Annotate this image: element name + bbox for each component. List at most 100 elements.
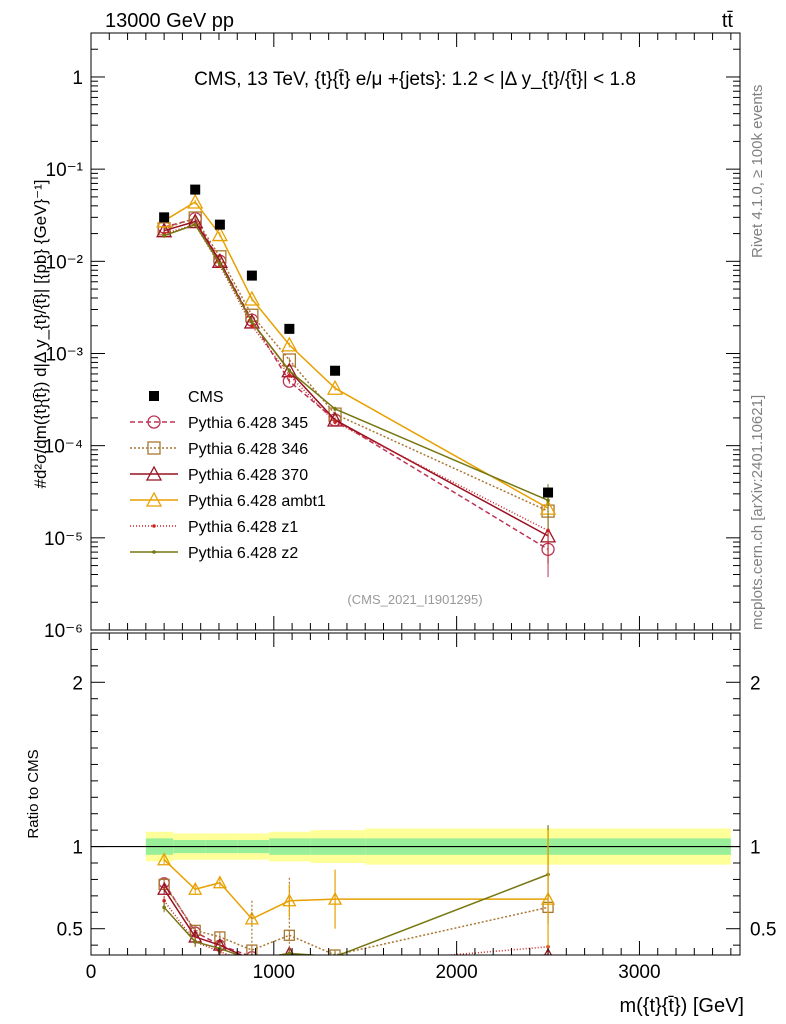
- ratio-bands: [91, 828, 740, 865]
- ratio-tick-label-right: 0.5: [750, 920, 776, 941]
- main-frame: [90, 32, 741, 631]
- series-ambt1: [156, 193, 557, 536]
- x-axis-label: m({t}{t̄}) [GeV]: [619, 995, 744, 1017]
- series-marker: [287, 373, 292, 378]
- x-tick-label: 0: [86, 962, 97, 983]
- y-tick-label: 10⁻²: [46, 252, 84, 273]
- ratio-marker: [188, 881, 203, 895]
- ratio-marker: [157, 881, 172, 895]
- series-line: [163, 201, 549, 509]
- ratio-line: [163, 883, 549, 955]
- ratio-series-layer: [157, 825, 556, 976]
- x-tick-labels: 0 1000 2000 3000: [86, 962, 661, 983]
- legend-entry: Pythia 6.428 345: [130, 415, 308, 432]
- ratio-axis-ticks: 0.5 0.5 1 1 2 2: [57, 633, 776, 955]
- legend-label: Pythia 6.428 346: [188, 441, 308, 458]
- legend-entry: Pythia 6.428 z2: [130, 545, 298, 562]
- ratio-marker: [193, 940, 198, 944]
- main-panel: 1 10⁻¹ 10⁻² 10⁻³ 10⁻⁴ 10⁻⁵ 10⁻⁶ CMS, 13 TeV, {…: [44, 32, 741, 642]
- series-marker: [250, 323, 254, 328]
- ratio-series-group: [157, 825, 556, 976]
- series-marker: [326, 411, 344, 427]
- legend-label: Pythia 6.428 ambt1: [188, 493, 326, 510]
- legend-marker: [147, 415, 161, 429]
- ratio-marker: [543, 966, 553, 976]
- ratio-marker: [333, 963, 337, 967]
- legend-label: Pythia 6.428 370: [188, 467, 308, 484]
- ratio-marker: [157, 852, 172, 866]
- series-marker: [162, 233, 166, 238]
- ratio-marker: [287, 951, 292, 955]
- ratio-y-label: Ratio to CMS: [25, 749, 42, 838]
- ratio-marker: [162, 898, 166, 903]
- header-right: tt̄: [722, 10, 734, 32]
- plot-title: CMS, 13 TeV, {t}{t̄} e/μ +{jets}: 1.2 < …: [194, 69, 636, 90]
- series-marker: [187, 193, 204, 209]
- mcplots-label: mcplots.cern.ch [arXiv:2401.10621]: [749, 395, 766, 630]
- series-marker: [326, 379, 344, 395]
- series-cms: [159, 184, 554, 498]
- series-marker: [211, 226, 228, 242]
- x-tick-label: 1000: [253, 962, 295, 983]
- y-axis-label: #d²σ/dm({t}{t̄}) d|Δ y_{t}/{t̄}| [{pb} {…: [31, 179, 50, 488]
- series-marker: [193, 222, 198, 227]
- ratio-series-345: [158, 877, 553, 976]
- legend: CMS Pythia 6.428 345 Pythia 6.428 346 Pythi…: [130, 389, 326, 562]
- series-marker: [287, 368, 292, 373]
- y-tick-label: 10⁻⁵: [44, 529, 83, 550]
- ratio-marker: [329, 949, 341, 955]
- series-line: [163, 220, 549, 537]
- series-marker: [243, 290, 260, 306]
- ratio-marker: [329, 957, 341, 968]
- legend-entry: Pythia 6.428 z1: [130, 519, 298, 536]
- legend-marker: [152, 550, 156, 554]
- analysis-tag: (CMS_2021_I1901295): [347, 592, 482, 607]
- series-marker: [333, 407, 337, 411]
- series-marker: [250, 320, 254, 324]
- y-tick-label: 10⁻³: [46, 344, 84, 365]
- y-tick-label: 1: [72, 68, 83, 89]
- rivet-label: Rivet 4.1.0, ≥ 100k events: [749, 85, 766, 258]
- y-tick-label: 10⁻¹: [46, 160, 84, 181]
- legend-entry: Pythia 6.428 370: [130, 465, 308, 484]
- ratio-marker: [330, 958, 340, 968]
- y-tick-label: 10⁻⁶: [44, 621, 83, 642]
- legend-entry: Pythia 6.428 346: [130, 441, 308, 458]
- ratio-tick-label: 0.5: [57, 920, 83, 941]
- series-marker: [218, 261, 222, 266]
- ratio-tick-label: 1: [72, 838, 83, 859]
- header-left: 13000 GeV pp: [105, 10, 234, 32]
- x-tick-label: 3000: [618, 962, 660, 983]
- legend-marker: [152, 524, 156, 528]
- legend-marker: [147, 441, 161, 455]
- ratio-marker: [162, 905, 166, 910]
- legend-marker: [145, 491, 163, 507]
- legend-label: Pythia 6.428 z1: [188, 519, 298, 536]
- ratio-tick-label: 2: [72, 673, 83, 694]
- x-tick-label: 2000: [435, 962, 477, 983]
- legend-marker: [145, 465, 163, 481]
- main-axis-ticks: 1 10⁻¹ 10⁻² 10⁻³ 10⁻⁴ 10⁻⁵ 10⁻⁶: [44, 32, 740, 642]
- ratio-tick-label-right: 1: [750, 838, 761, 859]
- series-marker: [187, 213, 204, 229]
- series-marker: [546, 498, 550, 503]
- main-series-layer: [156, 184, 557, 578]
- legend-label: Pythia 6.428 345: [188, 415, 308, 432]
- y-tick-label: 10⁻⁴: [44, 437, 83, 458]
- legend-label: Pythia 6.428 z2: [188, 545, 298, 562]
- series-marker: [546, 528, 550, 533]
- series-marker: [282, 353, 297, 367]
- legend-entry: CMS: [149, 389, 224, 406]
- legend-entry: Pythia 6.428 ambt1: [130, 491, 326, 510]
- series-line: [163, 223, 549, 502]
- ratio-marker: [212, 875, 227, 889]
- legend-label: CMS: [188, 389, 224, 406]
- legend-marker: [149, 391, 159, 401]
- ratio-panel: 0.5 0.5 1 1 2 2: [57, 632, 776, 976]
- ratio-marker: [244, 911, 259, 925]
- ratio-tick-label-right: 2: [750, 673, 761, 694]
- series-marker: [333, 420, 337, 424]
- ratio-series-z1: [162, 895, 550, 967]
- series-marker: [281, 336, 298, 352]
